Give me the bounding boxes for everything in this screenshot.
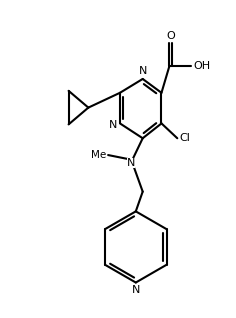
Text: OH: OH xyxy=(193,61,210,71)
Text: N: N xyxy=(139,66,147,76)
Text: O: O xyxy=(166,31,175,41)
Text: Cl: Cl xyxy=(179,133,190,143)
Text: Me: Me xyxy=(91,150,106,160)
Text: N: N xyxy=(127,158,135,168)
Text: N: N xyxy=(132,286,140,295)
Text: N: N xyxy=(109,121,117,130)
